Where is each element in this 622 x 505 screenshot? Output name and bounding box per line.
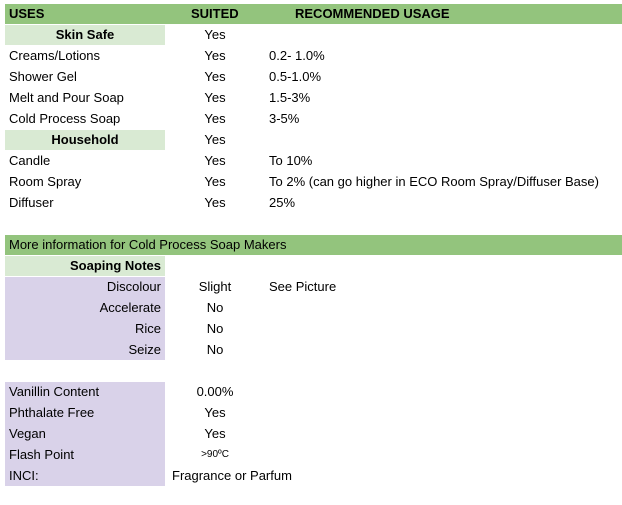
property-value: Yes — [204, 426, 226, 441]
use-recommended: To 10% — [269, 153, 313, 168]
use-label: Diffuser — [9, 195, 54, 210]
soaping-notes-labels-bg — [5, 277, 165, 360]
soaping-notes-bg — [5, 256, 165, 276]
usage-table-header — [5, 4, 622, 24]
household-suited: Yes — [204, 132, 226, 147]
note-label: Rice — [134, 321, 161, 336]
header-uses: USES — [9, 6, 45, 21]
use-recommended: 25% — [269, 195, 296, 210]
skin-safe-category-bg — [5, 25, 165, 45]
skin-safe-category-label: Skin Safe — [55, 27, 115, 42]
cold-process-section-title: More information for Cold Process Soap M… — [9, 237, 287, 252]
household-category-bg — [5, 130, 165, 150]
use-suited: Yes — [204, 153, 226, 168]
skin-safe-suited: Yes — [204, 27, 226, 42]
note-value: No — [206, 321, 224, 336]
note-label: Seize — [128, 342, 161, 357]
household-category-label: Household — [51, 132, 119, 147]
note-value: No — [206, 342, 224, 357]
property-label: Phthalate Free — [9, 405, 95, 420]
use-recommended: 0.5-1.0% — [269, 69, 322, 84]
use-suited: Yes — [204, 174, 226, 189]
use-recommended: 3-5% — [269, 111, 300, 126]
property-label: Vanillin Content — [9, 384, 100, 399]
property-value: Fragrance or Parfum — [172, 468, 292, 483]
use-suited: Yes — [204, 69, 226, 84]
cold-process-section-header — [5, 235, 622, 255]
note-extra: See Picture — [269, 279, 337, 294]
property-label: Flash Point — [9, 447, 75, 462]
header-recommended-usage: RECOMMENDED USAGE — [295, 6, 450, 21]
use-label: Candle — [9, 153, 51, 168]
use-label: Melt and Pour Soap — [9, 90, 124, 105]
use-suited: Yes — [204, 195, 226, 210]
properties-labels-bg — [5, 382, 165, 486]
use-label: Creams/Lotions — [9, 48, 101, 63]
property-label: Vegan — [9, 426, 46, 441]
note-value: Slight — [198, 279, 232, 294]
property-value: Yes — [204, 405, 226, 420]
note-label: Accelerate — [99, 300, 161, 315]
use-suited: Yes — [204, 90, 226, 105]
use-label: Room Spray — [9, 174, 82, 189]
use-suited: Yes — [204, 48, 226, 63]
use-recommended: 1.5-3% — [269, 90, 311, 105]
use-suited: Yes — [204, 111, 226, 126]
property-value: >90ºC — [201, 449, 229, 460]
note-label: Discolour — [106, 279, 161, 294]
property-value: 0.00% — [196, 384, 234, 399]
use-label: Shower Gel — [9, 69, 77, 84]
use-recommended: To 2% (can go higher in ECO Room Spray/D… — [269, 174, 599, 189]
use-label: Cold Process Soap — [9, 111, 121, 126]
soaping-notes-label: Soaping Notes — [69, 258, 161, 273]
note-value: No — [206, 300, 224, 315]
header-suited: SUITED — [191, 6, 239, 21]
property-label: INCI: — [9, 468, 39, 483]
use-recommended: 0.2- 1.0% — [269, 48, 325, 63]
